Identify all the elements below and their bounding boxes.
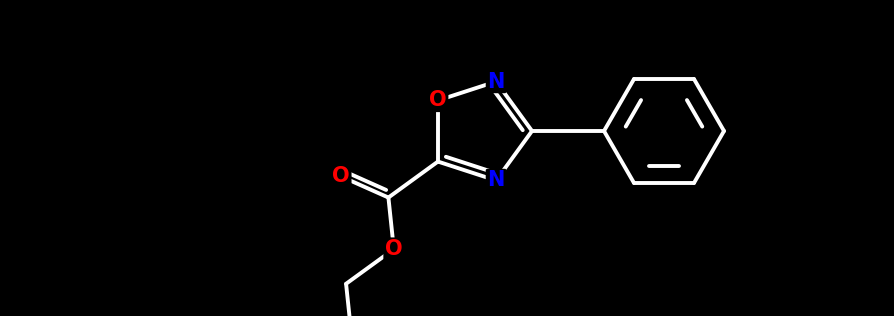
Text: O: O (429, 90, 447, 110)
Text: N: N (487, 170, 505, 191)
Text: N: N (487, 71, 505, 92)
Text: O: O (333, 167, 350, 186)
Text: O: O (385, 239, 402, 259)
